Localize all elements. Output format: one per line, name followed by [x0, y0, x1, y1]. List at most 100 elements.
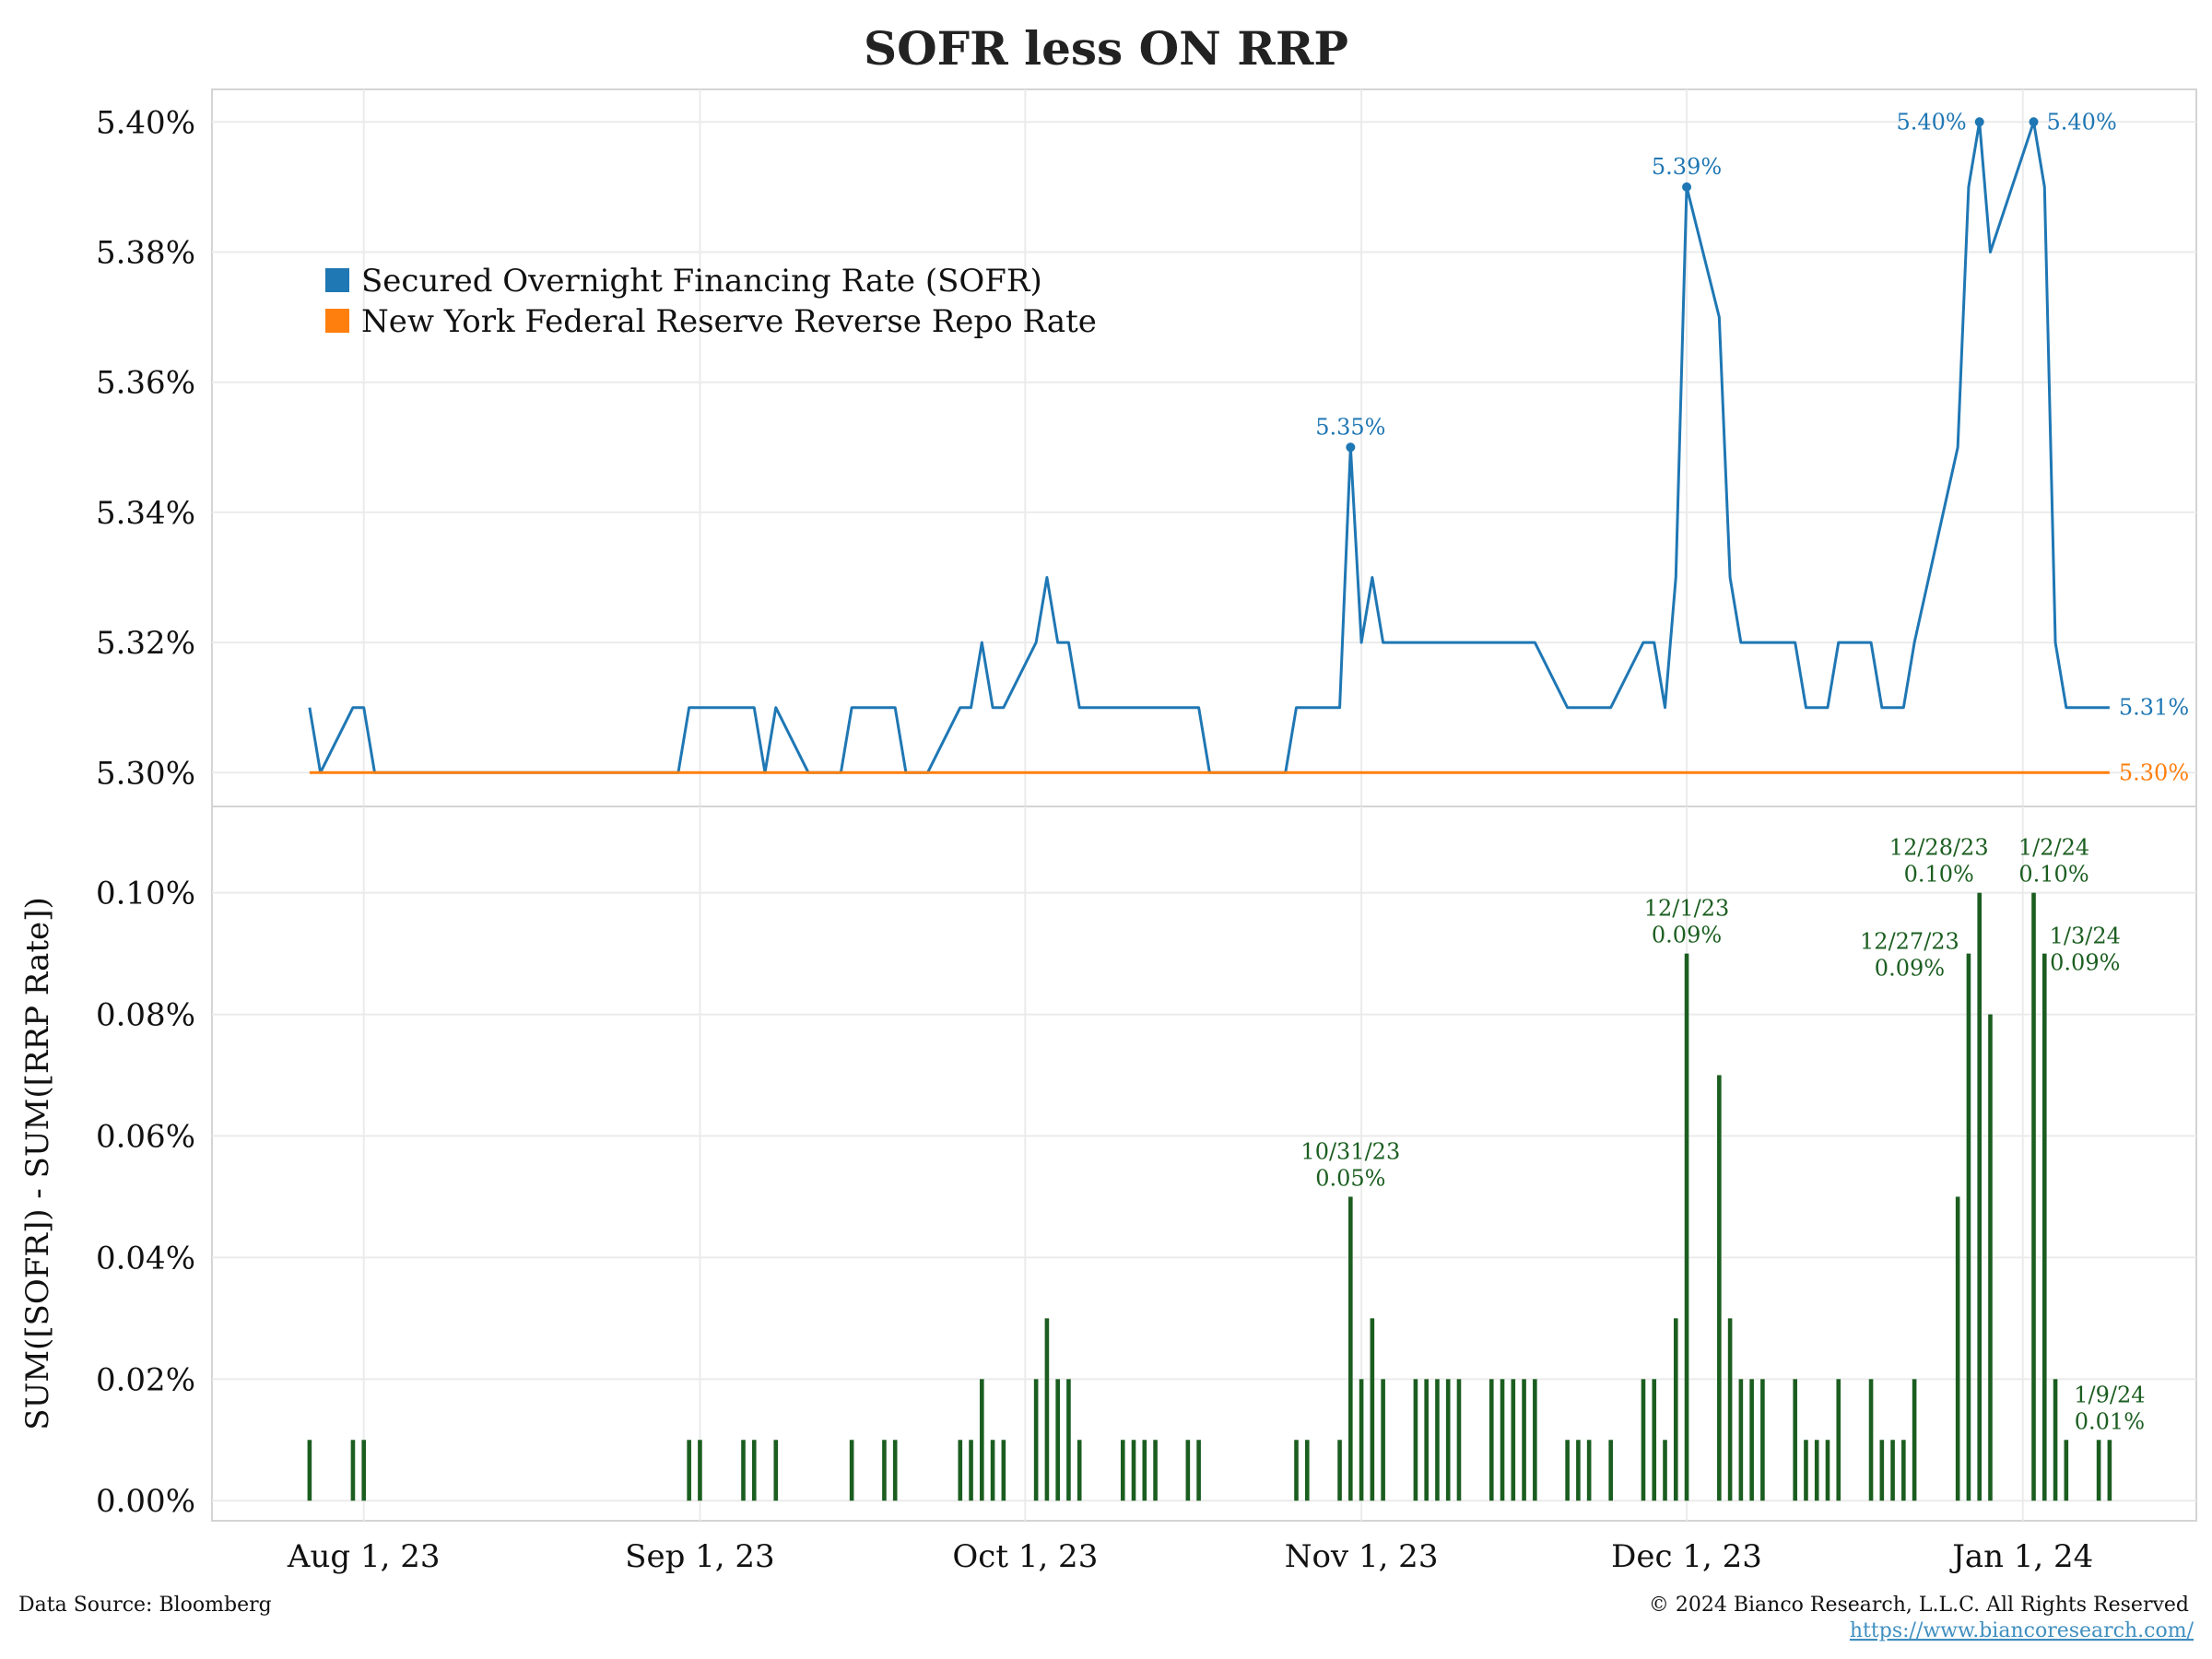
y-tick-label: 0.04% [96, 1240, 195, 1277]
x-tick-label: Aug 1, 23 [287, 1538, 441, 1575]
bar [1142, 1440, 1147, 1501]
value-label: 5.35% [1315, 414, 1385, 440]
bar [1044, 1318, 1050, 1501]
bar [1890, 1440, 1895, 1501]
bar [2041, 953, 2047, 1501]
bar [1966, 953, 1971, 1501]
bar [1608, 1440, 1613, 1501]
bar [1673, 1318, 1678, 1501]
bar [1424, 1379, 1429, 1501]
bar [1337, 1440, 1342, 1501]
bar [1533, 1379, 1537, 1501]
legend-swatch [325, 268, 349, 292]
bar [1912, 1379, 1917, 1501]
bar [350, 1440, 356, 1501]
y-tick-label: 0.00% [96, 1483, 195, 1520]
value-label: 5.40% [1896, 109, 1966, 135]
bar [2096, 1440, 2101, 1501]
bar [969, 1440, 973, 1501]
date-label: 12/28/23 [1889, 835, 1989, 861]
point-marker [1974, 117, 1984, 127]
bar [1977, 892, 1982, 1501]
plot-area [211, 806, 2197, 1522]
bar [1879, 1440, 1885, 1501]
bar [990, 1440, 995, 1501]
value-label: 5.40% [2047, 109, 2117, 135]
bar [1727, 1318, 1733, 1501]
bar [1381, 1379, 1385, 1501]
bar [698, 1440, 702, 1501]
bar [1456, 1379, 1462, 1501]
bar [1185, 1440, 1191, 1501]
bar [2031, 892, 2036, 1501]
bar [1435, 1379, 1440, 1501]
bar [1153, 1440, 1158, 1501]
bar [1641, 1379, 1646, 1501]
bar [1033, 1379, 1039, 1501]
bar [1500, 1379, 1505, 1501]
value-label: 0.10% [1904, 862, 1974, 888]
bar [1738, 1379, 1744, 1501]
bar [1717, 1075, 1722, 1501]
bar [1001, 1440, 1006, 1501]
date-label: 1/9/24 [2074, 1382, 2145, 1407]
bar [1304, 1440, 1310, 1501]
chart-title: SOFR less ON RRP [864, 21, 1348, 76]
point-marker [2029, 117, 2039, 127]
bar [1511, 1379, 1516, 1501]
bar [773, 1440, 779, 1501]
legend-swatch [325, 309, 349, 333]
bar [1760, 1379, 1765, 1501]
bar [849, 1440, 854, 1501]
legend-label: New York Federal Reserve Reverse Repo Ra… [361, 303, 1097, 340]
y-tick-label: 5.30% [96, 755, 195, 792]
y-tick-label: 5.40% [96, 104, 195, 141]
bar [2107, 1440, 2112, 1501]
date-label: 10/31/23 [1300, 1138, 1400, 1164]
bar [958, 1440, 963, 1501]
date-label: 12/1/23 [1644, 896, 1730, 922]
value-label: 5.31% [2119, 695, 2189, 721]
point-marker [1346, 442, 1356, 453]
bar [1836, 1379, 1841, 1501]
y-tick-label: 5.34% [96, 495, 195, 532]
website-link[interactable]: https://www.biancoresearch.com/ [1850, 1619, 2194, 1642]
bar [1359, 1379, 1364, 1501]
bar [1077, 1440, 1082, 1501]
bar [882, 1440, 887, 1501]
bar [307, 1440, 312, 1501]
bar [1586, 1440, 1592, 1501]
bar [1565, 1440, 1570, 1501]
bar [1576, 1440, 1581, 1501]
bar [1901, 1440, 1906, 1501]
bar [1488, 1379, 1494, 1501]
bar [1955, 1196, 1960, 1501]
value-label: 0.09% [1652, 923, 1722, 948]
value-label: 5.39% [1652, 154, 1722, 180]
bar [687, 1440, 691, 1501]
x-tick-label: Jan 1, 24 [1949, 1538, 2093, 1575]
value-label: 0.09% [1875, 956, 1945, 982]
plot-area [211, 88, 2197, 807]
x-tick-label: Dec 1, 23 [1611, 1538, 1762, 1575]
y-tick-label: 0.10% [96, 876, 195, 912]
bar [1663, 1440, 1667, 1501]
legend-label: Secured Overnight Financing Rate (SOFR) [361, 263, 1042, 300]
x-tick-label: Sep 1, 23 [625, 1538, 775, 1575]
bar [1825, 1440, 1830, 1501]
bar [1066, 1379, 1071, 1501]
point-marker [1682, 182, 1692, 192]
bar [1522, 1379, 1526, 1501]
bar [1055, 1379, 1060, 1501]
bar [1348, 1196, 1353, 1501]
copyright: © 2024 Bianco Research, L.L.C. All Right… [1649, 1594, 2189, 1617]
value-label: 0.09% [2050, 950, 2120, 976]
bar [1804, 1440, 1808, 1501]
bar [1294, 1440, 1299, 1501]
bar [1684, 953, 1689, 1501]
bar [1370, 1318, 1375, 1501]
bar [751, 1440, 757, 1501]
bar [1131, 1440, 1136, 1501]
bar [892, 1440, 898, 1501]
